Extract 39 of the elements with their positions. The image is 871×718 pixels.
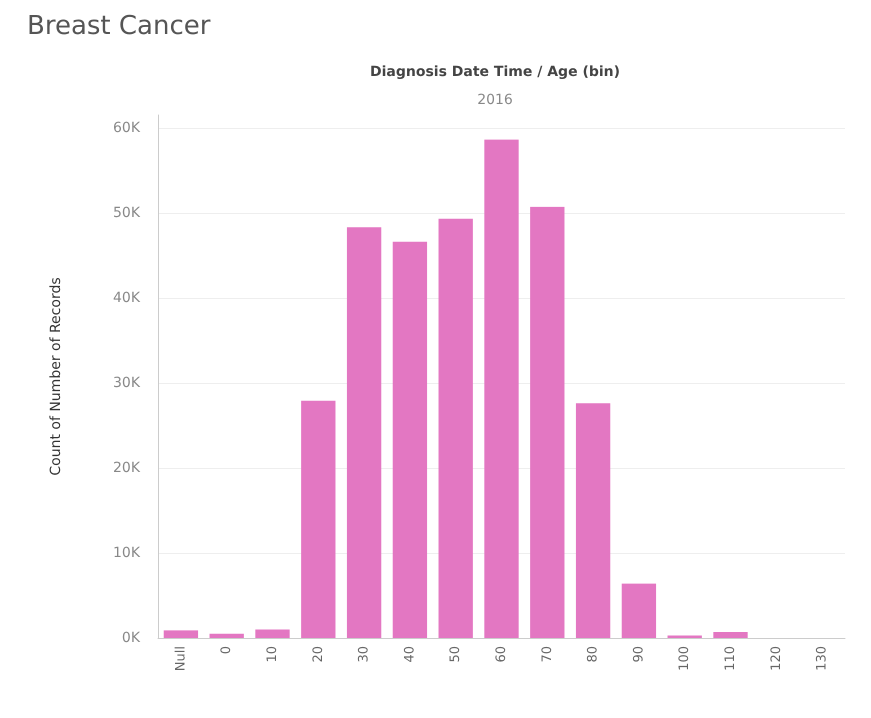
x-tick-label: 40 <box>402 646 418 663</box>
x-axis-title: Diagnosis Date Time / Age (bin) <box>370 64 620 80</box>
x-tick-label: 10 <box>265 646 280 663</box>
y-tick-label: 40K <box>113 290 141 306</box>
y-tick-label: 60K <box>113 120 141 136</box>
y-tick-label: 0K <box>122 630 141 646</box>
x-tick-label: 30 <box>356 646 372 663</box>
bar <box>164 630 198 638</box>
x-tick-label: 80 <box>586 646 601 663</box>
bar <box>668 635 702 638</box>
chart-subtitle: 2016 <box>477 92 513 108</box>
y-tick-label: 10K <box>113 544 141 561</box>
x-tick-label: 60 <box>494 646 509 663</box>
x-tick-label: 70 <box>540 646 555 663</box>
x-tick-label: 90 <box>631 646 646 663</box>
bar <box>346 227 382 638</box>
x-tick-label: 130 <box>814 646 830 671</box>
x-tick-label: 100 <box>677 646 692 671</box>
y-tick-label: 50K <box>113 204 141 221</box>
x-tick-label: 110 <box>723 646 738 671</box>
x-tick-label: 0 <box>219 646 234 654</box>
bar <box>484 140 519 638</box>
bar <box>210 634 244 638</box>
y-tick-label: 30K <box>113 374 141 391</box>
bar <box>622 584 656 638</box>
chart-title: Breast Cancer <box>27 11 211 41</box>
x-tick-label: Null <box>173 646 188 672</box>
bar <box>530 206 564 638</box>
x-tick-label: 50 <box>448 646 464 663</box>
y-tick-label: 20K <box>113 460 141 476</box>
bar <box>301 400 336 638</box>
bar <box>438 218 473 638</box>
bar <box>392 242 428 638</box>
bar <box>713 632 748 638</box>
x-tick-label: 120 <box>768 646 784 671</box>
y-axis-title: Count of Number of Records <box>48 277 64 476</box>
bar <box>255 629 290 638</box>
bar <box>576 403 610 638</box>
x-tick-label: 20 <box>310 646 326 663</box>
